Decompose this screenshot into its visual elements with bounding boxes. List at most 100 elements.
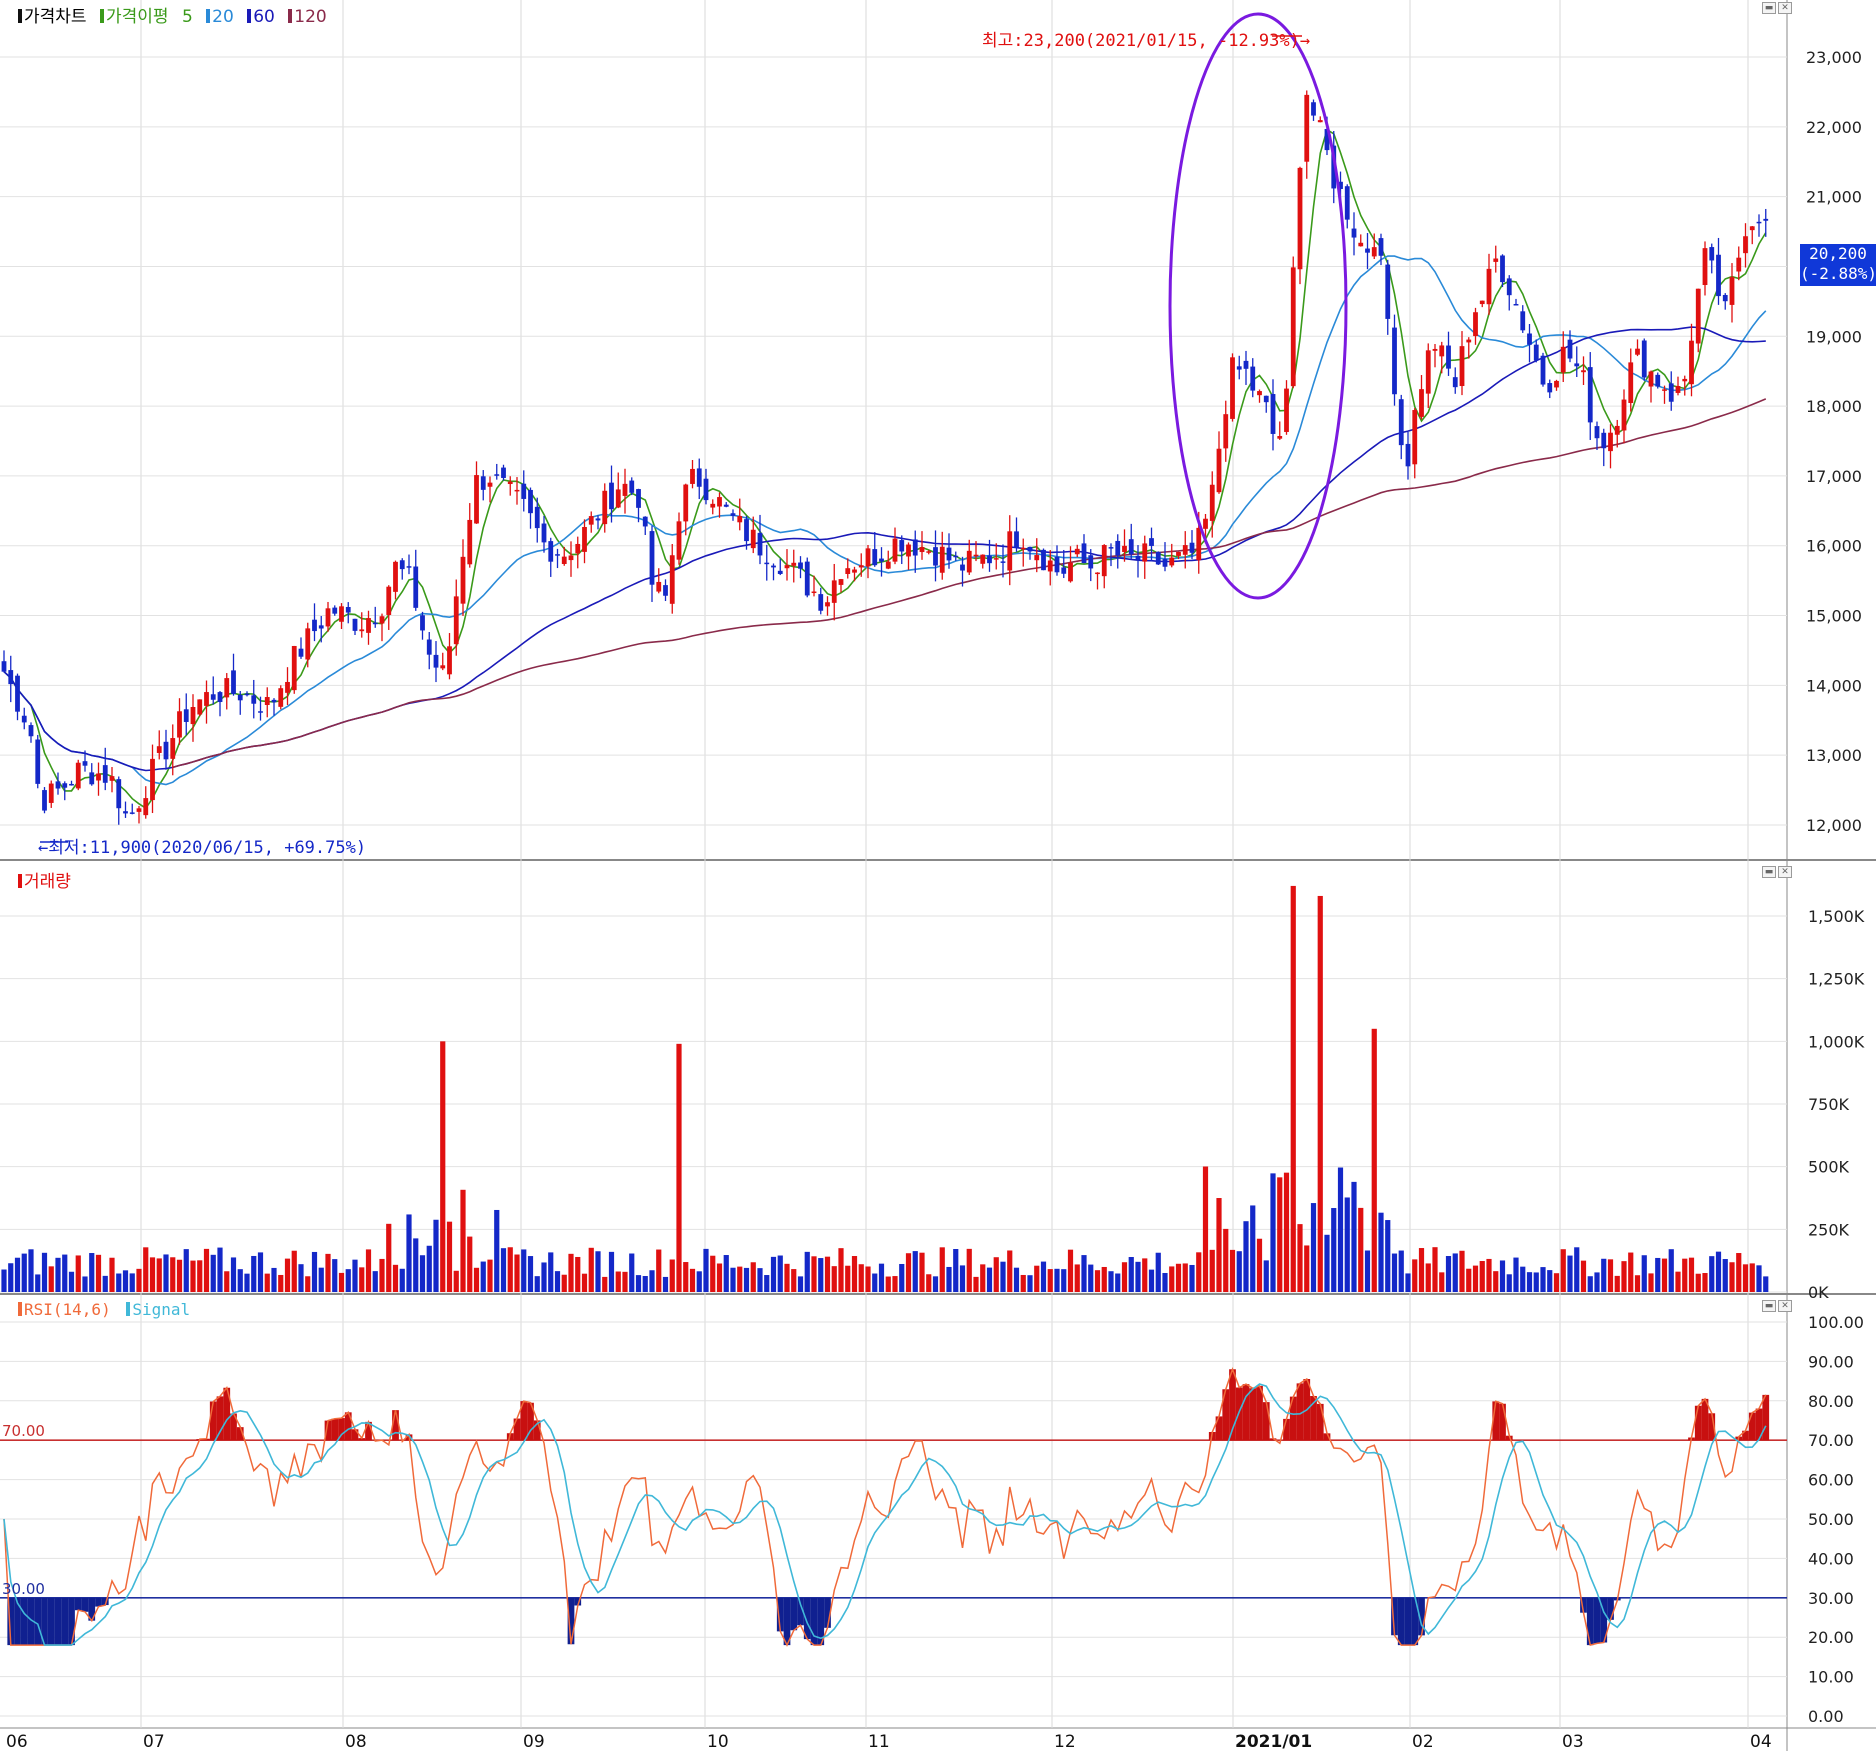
candle-body [123,811,128,814]
volume-bar [413,1238,419,1292]
candle-body [494,474,500,476]
volume-bar [1655,1257,1661,1292]
candle-body [102,765,108,783]
volume-bar [1196,1252,1202,1292]
legend-ma5: 5 [181,7,193,27]
volume-bar [905,1253,912,1292]
candle-body [258,711,263,713]
volume-minimize-button[interactable]: ▬ [1762,866,1776,878]
volume-bar [656,1249,662,1292]
candle-body [393,561,398,592]
volume-bar [1540,1267,1546,1292]
volume-bar [919,1252,925,1292]
volume-bar [75,1255,81,1292]
volume-bar [494,1209,500,1292]
candle-body [1385,264,1391,319]
candle-body [818,594,824,611]
volume-bar [1331,1208,1337,1292]
ma120-line [172,398,1767,769]
rsi-close-button[interactable]: ✕ [1778,1300,1792,1312]
volume-bar [885,1276,891,1292]
candle-body [1446,345,1451,369]
candle-body [1223,414,1229,449]
candle-body [413,566,419,608]
candle-body [507,481,513,485]
candle-body [528,489,533,514]
volume-bar [1715,1251,1722,1292]
volume-bar [899,1263,905,1292]
volume-bar [1560,1249,1566,1292]
candle-body [1392,327,1397,395]
candle-body [919,547,925,553]
candle-body [453,596,459,645]
volume-bar [1391,1253,1398,1292]
candle-body [1122,545,1127,552]
volume-bar [1418,1248,1425,1292]
rsi-legend: RSI(14,6) Signal [18,1300,192,1319]
volume-bar [1763,1276,1769,1292]
volume-bar [1040,1261,1047,1292]
candle-body [244,693,250,696]
candle-body [96,773,101,781]
candle-body [1527,333,1532,345]
volume-bar [932,1276,939,1292]
candle-body [1756,221,1762,224]
candle-body [609,482,614,510]
volume-bar [973,1276,979,1292]
volume-bar [1209,1249,1215,1292]
candle-body [1297,167,1303,270]
volume-bar [534,1276,540,1292]
volume-bar [1182,1263,1188,1292]
candle-body [865,548,871,567]
rsi-minimize-button[interactable]: ▬ [1762,1300,1776,1312]
candle-body [1176,551,1181,556]
volume-bar [1688,1257,1695,1292]
candle-body [1486,268,1492,305]
volume-bar [41,1252,48,1292]
candle-body [1743,236,1748,254]
volume-bar [426,1245,432,1292]
candle-body [1398,399,1404,446]
volume-bar [1283,1172,1290,1292]
volume-bar [1729,1262,1735,1292]
volume-bar [149,1257,156,1292]
volume-bar [710,1255,716,1292]
candle-body [69,783,74,786]
candle-body [629,480,635,493]
volume-bar [1553,1273,1560,1292]
volume-bar [1520,1266,1526,1292]
volume-bar [1155,1252,1161,1292]
volume-bar [1574,1247,1580,1292]
candle-body [1344,186,1350,220]
volume-tick-label: 500K [1808,1158,1850,1177]
candle-body [987,555,992,564]
candle-body [906,544,911,557]
panel-close-button[interactable]: ✕ [1778,2,1792,14]
candle-body [42,790,47,811]
volume-close-button[interactable]: ✕ [1778,866,1792,878]
rsi-tick-label: 30.00 [1808,1589,1854,1608]
candle-body [1095,572,1100,575]
volume-bar [1061,1269,1067,1292]
volume-bar [1121,1262,1128,1292]
candle-body [1358,242,1364,247]
volume-bar [1337,1167,1344,1292]
candle-body [325,608,331,627]
candle-body [1338,181,1343,190]
candle-body [1574,363,1580,367]
volume-bar [345,1269,351,1292]
candle-body [1277,436,1283,439]
volume-bar [1304,1245,1310,1292]
candle-body [1216,448,1222,493]
volume-bar [1547,1270,1553,1292]
volume-bar [406,1214,412,1292]
volume-bar [649,1270,655,1292]
candle-body [1014,531,1019,548]
panel-minimize-button[interactable]: ▬ [1762,2,1776,14]
volume-bar [1297,1224,1303,1292]
candle-body [372,622,378,625]
candle-body [1425,350,1431,394]
candle-body [1108,547,1114,549]
volume-bar [818,1258,824,1292]
candle-body [1230,357,1235,419]
